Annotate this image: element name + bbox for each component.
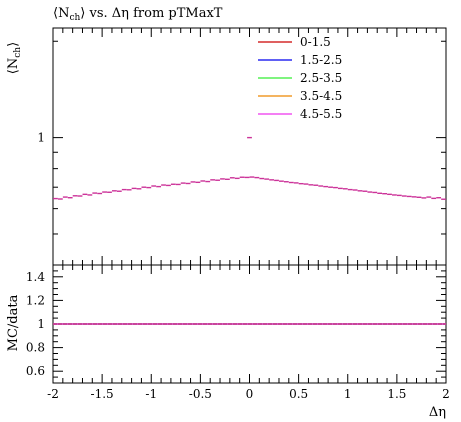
ratio-y-axis-label: MC/data: [6, 294, 21, 351]
ratio-y-tick-label: 1: [37, 317, 45, 331]
main-y-axis-label: ⟨Nch⟩: [6, 42, 23, 74]
main-y-ticks: 1: [37, 40, 446, 266]
x-tick-label: 1: [344, 387, 352, 401]
legend: 0-1.5 1.5-2.5 2.5-3.5 3.5-4.5 4.5-5.5: [258, 35, 342, 121]
ratio-y-ticks: 0.6 0.8 1 1.2 1.4: [26, 264, 446, 384]
legend-entry: 1.5-2.5: [300, 53, 342, 67]
x-tick-label: 0.5: [289, 387, 308, 401]
main-y-tick-label: 1: [37, 131, 45, 145]
x-tick-label: 1.5: [387, 387, 406, 401]
main-data-points: [53, 136, 446, 200]
title-subscript: ch: [69, 13, 80, 23]
x-tick-label: 2: [442, 387, 450, 401]
ratio-y-tick-label: 1.4: [26, 270, 45, 284]
legend-entry: 3.5-4.5: [300, 89, 342, 103]
x-tick-label: -2: [47, 387, 59, 401]
ratio-y-tick-label: 1.2: [26, 293, 45, 307]
legend-entry: 2.5-3.5: [300, 71, 342, 85]
ratio-panel: -2 -1.5 -1 -0.5 0 0.5 1 1.5 2 0.6 0.8 1 1.2 1.4 MC/d…: [6, 264, 450, 420]
legend-entry: 0-1.5: [300, 35, 331, 49]
ylabel-subscript: ch: [13, 47, 23, 58]
x-tick-label: -1: [145, 387, 157, 401]
main-plot-frame: [52, 27, 447, 266]
x-tick-label: -1.5: [91, 387, 114, 401]
ylabel-prefix: ⟨N: [6, 58, 21, 74]
title-prefix: ⟨N: [53, 6, 69, 21]
x-axis-label: Δη: [429, 405, 446, 420]
title-suffix: ⟩ vs. Δη from pTMaxT: [80, 6, 222, 21]
ylabel-suffix: ⟩: [6, 42, 21, 47]
chart-title: ⟨Nch⟩ vs. Δη from pTMaxT: [53, 6, 223, 23]
legend-entry: 4.5-5.5: [300, 107, 342, 121]
ratio-x-ticks: -2 -1.5 -1 -0.5 0 0.5 1 1.5 2: [47, 265, 450, 401]
x-tick-label: 0: [246, 387, 254, 401]
x-tick-label: -0.5: [189, 387, 212, 401]
main-x-ticks: [52, 28, 447, 265]
ratio-y-tick-label: 0.6: [26, 364, 45, 378]
main-panel: 1 ⟨Nch⟩: [6, 27, 447, 266]
ratio-y-tick-label: 0.8: [26, 341, 45, 355]
